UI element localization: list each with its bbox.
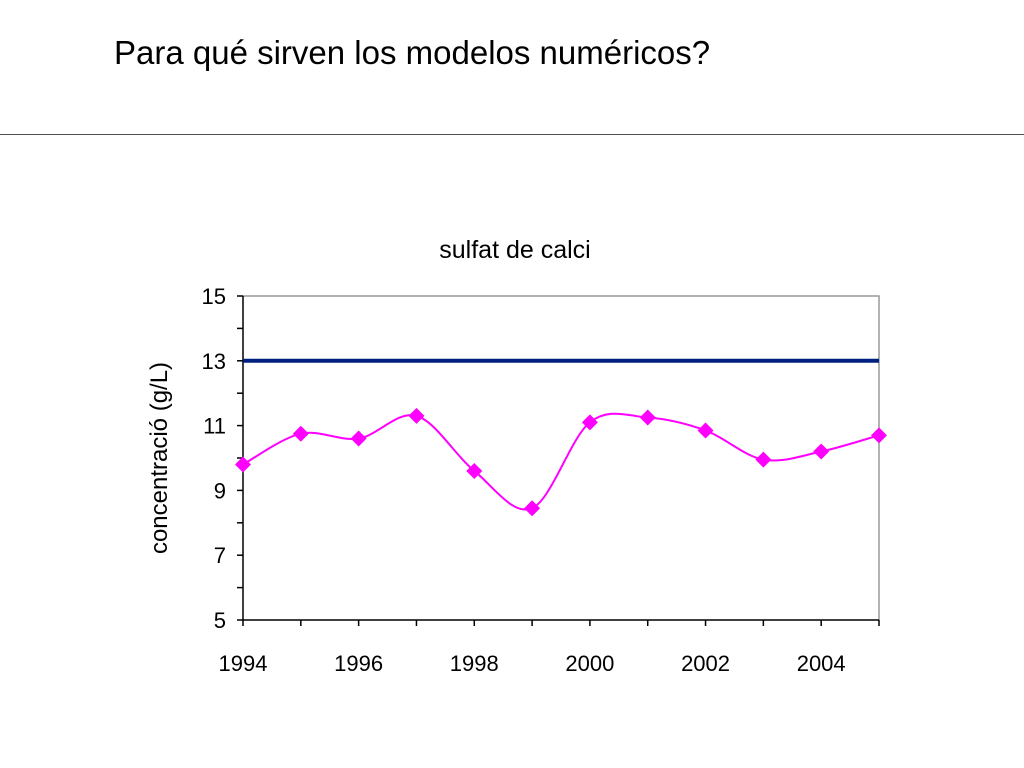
y-tick-label: 13 — [202, 349, 226, 374]
chart-title: sulfat de calci — [439, 236, 590, 264]
y-tick-label: 7 — [214, 543, 226, 568]
x-tick-label: 2002 — [681, 651, 730, 676]
data-point-marker — [466, 462, 483, 479]
y-tick-label: 11 — [203, 414, 226, 439]
data-point-marker — [697, 422, 714, 439]
x-tick-label: 2000 — [565, 651, 614, 676]
data-point-marker — [350, 430, 367, 447]
x-tick-label: 1994 — [219, 651, 268, 676]
data-point-marker — [871, 427, 887, 444]
plot-area-border — [243, 295, 880, 620]
slide-title: Para qué sirven los modelos numéricos? — [114, 34, 711, 71]
data-point-marker — [524, 500, 541, 517]
x-tick-label: 1996 — [334, 651, 383, 676]
y-tick-label: 5 — [214, 608, 226, 633]
x-tick-label: 2004 — [797, 651, 846, 676]
data-point-marker — [755, 451, 772, 468]
y-tick-label: 9 — [214, 478, 226, 503]
data-point-marker — [235, 456, 251, 473]
data-point-marker — [639, 409, 656, 426]
data-point-marker — [581, 414, 598, 431]
data-point-marker — [813, 443, 830, 460]
data-point-marker — [292, 425, 309, 442]
data-point-marker — [408, 407, 425, 424]
y-tick-label: 15 — [202, 284, 226, 309]
series-line — [242, 412, 880, 511]
title-divider — [0, 134, 1024, 135]
y-axis-label: concentració (g/L) — [146, 362, 173, 554]
x-tick-label: 1998 — [450, 651, 499, 676]
